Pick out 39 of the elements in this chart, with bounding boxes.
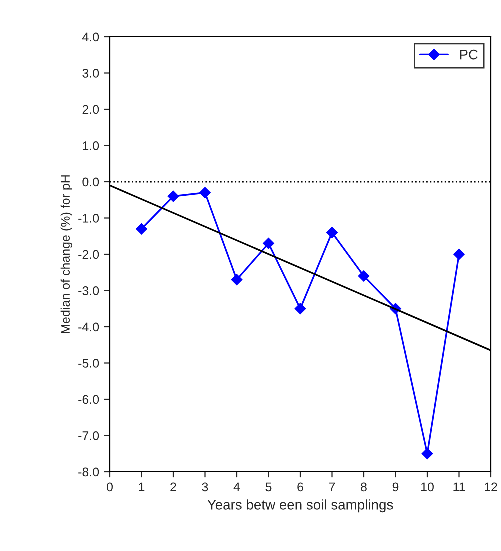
y-tick-label: -1.0 xyxy=(78,214,100,223)
y-tick-label: -2.0 xyxy=(78,250,100,260)
y-tick-label: -6.0 xyxy=(78,395,100,404)
x-tick-label: 0 xyxy=(107,482,113,492)
y-tick-label: 2.0 xyxy=(82,105,100,114)
y-tick-label: -8.0 xyxy=(78,468,100,477)
y-tick-label: 1.0 xyxy=(83,142,100,150)
point xyxy=(231,274,243,286)
point xyxy=(168,190,180,202)
x-tick-label: 3 xyxy=(202,482,208,492)
point xyxy=(454,248,465,260)
x-tick-label: 12 xyxy=(485,482,498,492)
x-tick-label: 9 xyxy=(392,482,399,492)
point xyxy=(358,270,370,282)
point xyxy=(263,238,274,250)
x-tick-label: 7 xyxy=(329,482,336,492)
x-tick-label: 11 xyxy=(454,482,466,492)
x-tick-label: 6 xyxy=(298,482,304,492)
y-tick-label: 3.0 xyxy=(82,69,100,78)
y-tick-label: -4.0 xyxy=(78,322,100,332)
y-tick-label: 4.0 xyxy=(82,32,100,42)
x-tick-label: 4 xyxy=(234,482,240,492)
point xyxy=(200,187,211,198)
x-tick-label: 1 xyxy=(139,482,145,492)
x-axis-title: Years betw een soil samplings xyxy=(208,500,394,513)
point xyxy=(294,303,306,314)
x-tick-label: 8 xyxy=(361,482,367,492)
point xyxy=(136,224,148,235)
y-tick-label: 0.0 xyxy=(82,178,100,187)
point xyxy=(422,448,434,460)
y-tick-label: -3.0 xyxy=(78,286,100,296)
x-tick-label: 10 xyxy=(422,482,434,492)
x-tick-label: 2 xyxy=(170,482,176,492)
point xyxy=(326,227,338,238)
y-tick-label: -7.0 xyxy=(78,432,100,440)
y-axis-title: Median of change (%) for pH xyxy=(60,176,72,334)
legend-label: PC xyxy=(460,50,478,60)
y-tick-label: -5.0 xyxy=(78,359,100,368)
x-tick-label: 5 xyxy=(266,482,272,492)
